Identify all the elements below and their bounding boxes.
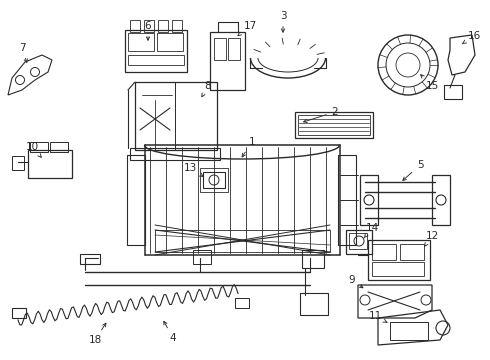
Bar (172, 20, 182, 32)
Text: 12: 12 (424, 231, 439, 246)
Text: 18: 18 (88, 323, 106, 345)
Bar (298, 115, 370, 135)
Bar (214, 38, 226, 60)
Bar (28, 150, 72, 178)
Bar (128, 55, 184, 65)
Bar (235, 298, 249, 308)
Bar (80, 254, 100, 264)
Text: 14: 14 (364, 223, 379, 238)
Text: 1: 1 (242, 137, 255, 157)
Bar (130, 20, 140, 32)
Bar (372, 244, 396, 260)
Bar (125, 30, 187, 72)
Bar (30, 142, 48, 152)
Bar (338, 155, 356, 245)
Bar (130, 148, 220, 160)
Bar (349, 233, 367, 249)
Bar (444, 85, 462, 99)
Bar (302, 250, 324, 268)
Bar (368, 240, 430, 280)
Text: 15: 15 (421, 75, 439, 91)
Text: 5: 5 (403, 160, 423, 180)
Bar (400, 244, 424, 260)
Bar (193, 250, 211, 264)
Bar (228, 38, 240, 60)
Bar (295, 112, 373, 138)
Bar (300, 293, 328, 315)
Text: 17: 17 (238, 21, 257, 36)
Bar (346, 230, 372, 254)
Text: 8: 8 (202, 81, 211, 97)
Text: 10: 10 (25, 142, 41, 157)
Text: 9: 9 (349, 275, 363, 288)
Bar (12, 308, 26, 318)
Bar (50, 142, 68, 152)
Bar (203, 172, 225, 188)
Text: 2: 2 (304, 107, 338, 122)
Bar (432, 175, 450, 225)
Bar (390, 322, 428, 340)
Text: 6: 6 (145, 21, 151, 40)
Bar (372, 262, 424, 276)
Bar (144, 20, 154, 32)
Bar (155, 230, 330, 252)
Bar (210, 32, 245, 90)
Bar (158, 20, 168, 32)
Text: 7: 7 (19, 43, 27, 62)
Bar (127, 155, 145, 245)
Text: 16: 16 (462, 31, 481, 44)
Bar (12, 156, 24, 170)
Bar (360, 175, 378, 225)
Text: 4: 4 (164, 321, 176, 343)
Bar (135, 82, 217, 150)
Bar (200, 168, 228, 192)
Text: 3: 3 (280, 11, 286, 32)
Text: 13: 13 (183, 163, 203, 176)
Bar (157, 33, 183, 51)
Text: 11: 11 (368, 311, 387, 323)
Bar (128, 33, 154, 51)
